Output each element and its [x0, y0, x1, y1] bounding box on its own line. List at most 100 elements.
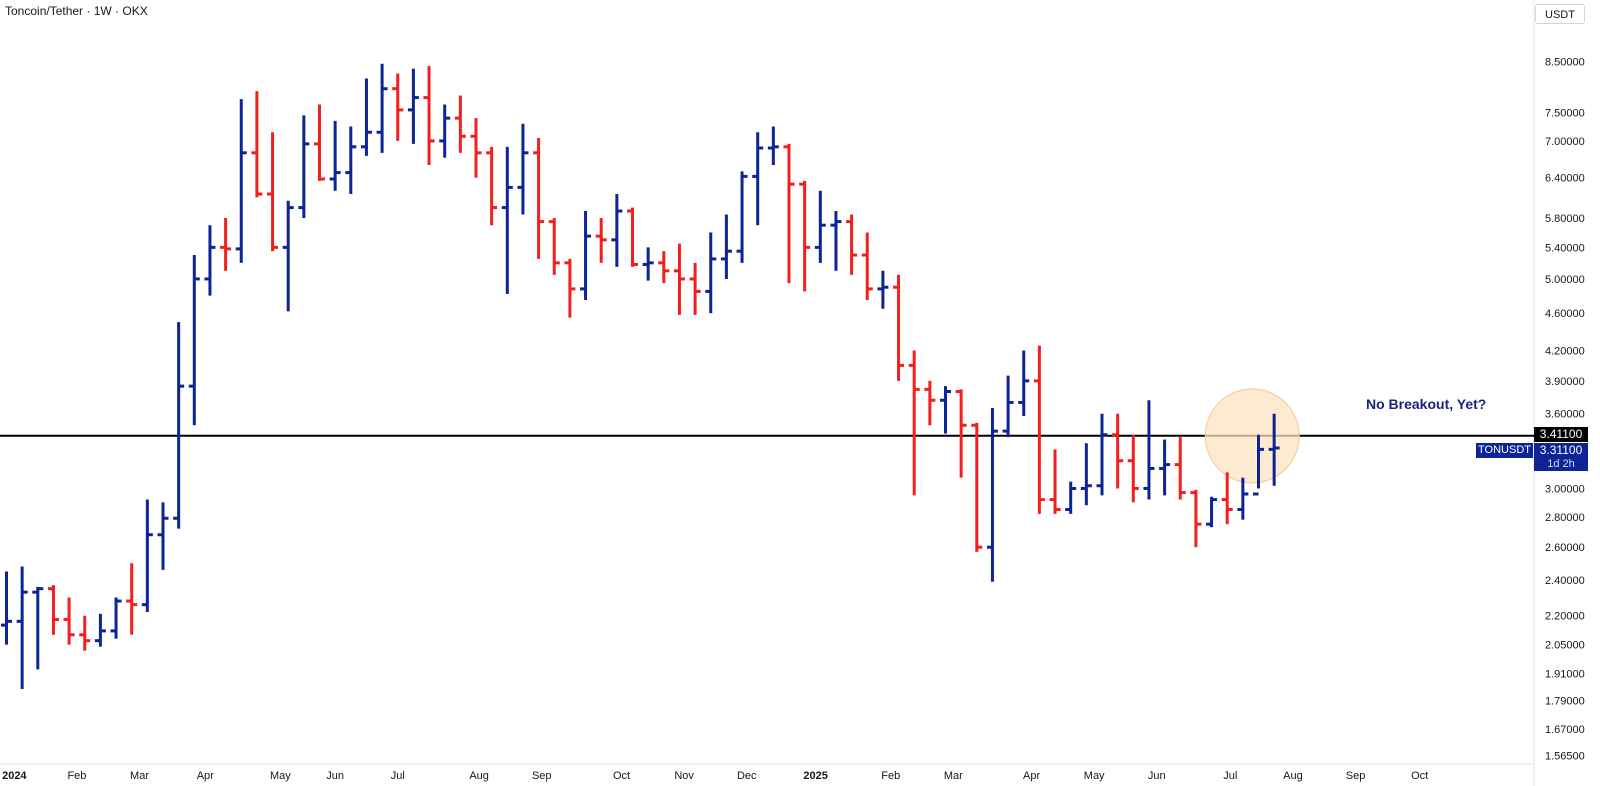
ohlc-bar: [517, 123, 529, 215]
time-tick-label: Jun: [326, 770, 344, 782]
ohlc-bars: [1, 63, 1280, 689]
time-tick-label: Oct: [613, 770, 630, 782]
ohlc-bar: [955, 389, 967, 478]
ohlc-bar: [908, 350, 920, 496]
ohlc-bar: [830, 211, 842, 271]
ohlc-bar: [251, 91, 263, 198]
time-tick-label: Feb: [881, 770, 900, 782]
price-tick-label: 2.40000: [1545, 575, 1585, 587]
ohlc-bar: [329, 120, 341, 191]
price-tick-label: 7.00000: [1545, 136, 1585, 148]
ohlc-bar: [486, 146, 498, 226]
ohlc-bar: [345, 126, 357, 195]
highlight-circle: [1204, 388, 1300, 484]
price-tick-label: 4.20000: [1545, 345, 1585, 357]
ohlc-bar: [1159, 439, 1171, 496]
price-tick-label: 1.91000: [1545, 669, 1585, 681]
ohlc-bar: [282, 200, 294, 312]
ohlc-bar: [533, 138, 545, 259]
ohlc-bar: [720, 214, 732, 279]
price-tick-label: 4.60000: [1545, 308, 1585, 320]
ohlc-bar: [392, 73, 404, 141]
price-tick-label: 1.56500: [1545, 750, 1585, 762]
ohlc-bar: [79, 615, 91, 651]
ohlc-bar: [360, 78, 372, 156]
highlight-circle-shape: [1204, 388, 1300, 484]
ohlc-bar: [642, 247, 654, 281]
ohlc-bar: [767, 126, 779, 166]
axis-border: [0, 0, 1535, 786]
ohlc-bar: [220, 218, 232, 271]
ohlc-bar: [1065, 481, 1077, 514]
ohlc-bar: [861, 232, 873, 300]
time-tick-label: Sep: [532, 770, 552, 782]
ohlc-bar: [439, 104, 451, 158]
ohlc-bar: [799, 180, 811, 292]
price-tick-label: 2.20000: [1545, 611, 1585, 623]
symbol-title: Toncoin/Tether · 1W · OKX: [5, 4, 148, 18]
price-tick-label: 3.60000: [1545, 409, 1585, 421]
last-price-tag: 3.31100 1d 2h: [1534, 443, 1588, 471]
time-tick-label: Feb: [67, 770, 86, 782]
ohlc-bar: [204, 225, 216, 296]
ohlc-bar: [423, 66, 435, 166]
time-tick-label: Sep: [1346, 770, 1366, 782]
ohlc-bar: [689, 262, 701, 315]
price-tick-label: 2.05000: [1545, 640, 1585, 652]
currency-selector[interactable]: USDT: [1535, 4, 1585, 24]
ohlc-bar: [376, 63, 388, 153]
ohlc-bar: [454, 95, 466, 153]
time-tick-label: Mar: [944, 770, 963, 782]
ohlc-bar: [627, 207, 638, 267]
ohlc-bar: [1033, 345, 1045, 514]
price-tick-label: 8.50000: [1545, 56, 1585, 68]
ohlc-bar: [1080, 443, 1092, 506]
ohlc-bar: [1268, 413, 1280, 486]
price-tick-label: 2.60000: [1545, 542, 1585, 554]
ohlc-bar: [126, 563, 138, 635]
ohlc-bar: [940, 386, 951, 434]
time-tick-label: Mar: [130, 770, 149, 782]
ohlc-bar: [1221, 472, 1233, 525]
ohlc-bar: [1127, 434, 1139, 503]
time-axis[interactable]: 2024 Feb Mar Apr May Jun Jul Aug Sep Oct Nov Dec 202…: [2, 770, 1428, 782]
time-tick-label: Oct: [1411, 770, 1428, 782]
price-tick-label: 3.90000: [1545, 376, 1585, 388]
ohlc-bar: [94, 613, 106, 647]
ohlc-bar: [1112, 413, 1124, 489]
time-tick-label: Jul: [391, 770, 405, 782]
ohlc-bar: [971, 422, 983, 552]
ohlc-bar: [1174, 437, 1186, 500]
line-price-tag: 3.41100: [1534, 427, 1588, 442]
ohlc-bar: [705, 232, 717, 314]
ohlc-bar: [736, 171, 748, 263]
ohlc-bar: [814, 190, 826, 263]
ohlc-bar: [986, 408, 998, 582]
time-tick-label: Jun: [1148, 770, 1166, 782]
bar-countdown: 1d 2h: [1547, 458, 1575, 470]
ohlc-bar: [501, 146, 513, 294]
ohlc-bar: [846, 214, 858, 275]
time-tick-label: Aug: [1283, 770, 1303, 782]
ohlc-bar: [32, 586, 44, 670]
ohlc-bar: [63, 597, 75, 645]
ohlc-bar: [1, 571, 12, 645]
ohlc-bar: [407, 68, 419, 144]
ohlc-bar: [470, 118, 482, 178]
price-tick-label: 5.80000: [1545, 213, 1585, 225]
ohlc-bar: [564, 258, 576, 318]
ohlc-bar: [141, 499, 153, 612]
price-tick-label: 3.00000: [1545, 483, 1585, 495]
time-tick-label: May: [1084, 770, 1105, 782]
price-tick-label: 6.40000: [1545, 173, 1585, 185]
time-tick-label: Apr: [1023, 770, 1040, 782]
ohlc-bar: [188, 255, 200, 426]
ohlc-bar: [1190, 489, 1202, 548]
ohlc-bar: [267, 132, 279, 252]
price-tick-label: 1.67000: [1545, 724, 1585, 736]
ohlc-bar: [1237, 477, 1249, 520]
price-axis[interactable]: 8.50000 7.50000 7.00000 6.40000 5.80000 5.400…: [1545, 56, 1585, 762]
symbol-price-tag: TONUSDT: [1476, 443, 1533, 458]
ohlc-bar: [1018, 350, 1030, 416]
